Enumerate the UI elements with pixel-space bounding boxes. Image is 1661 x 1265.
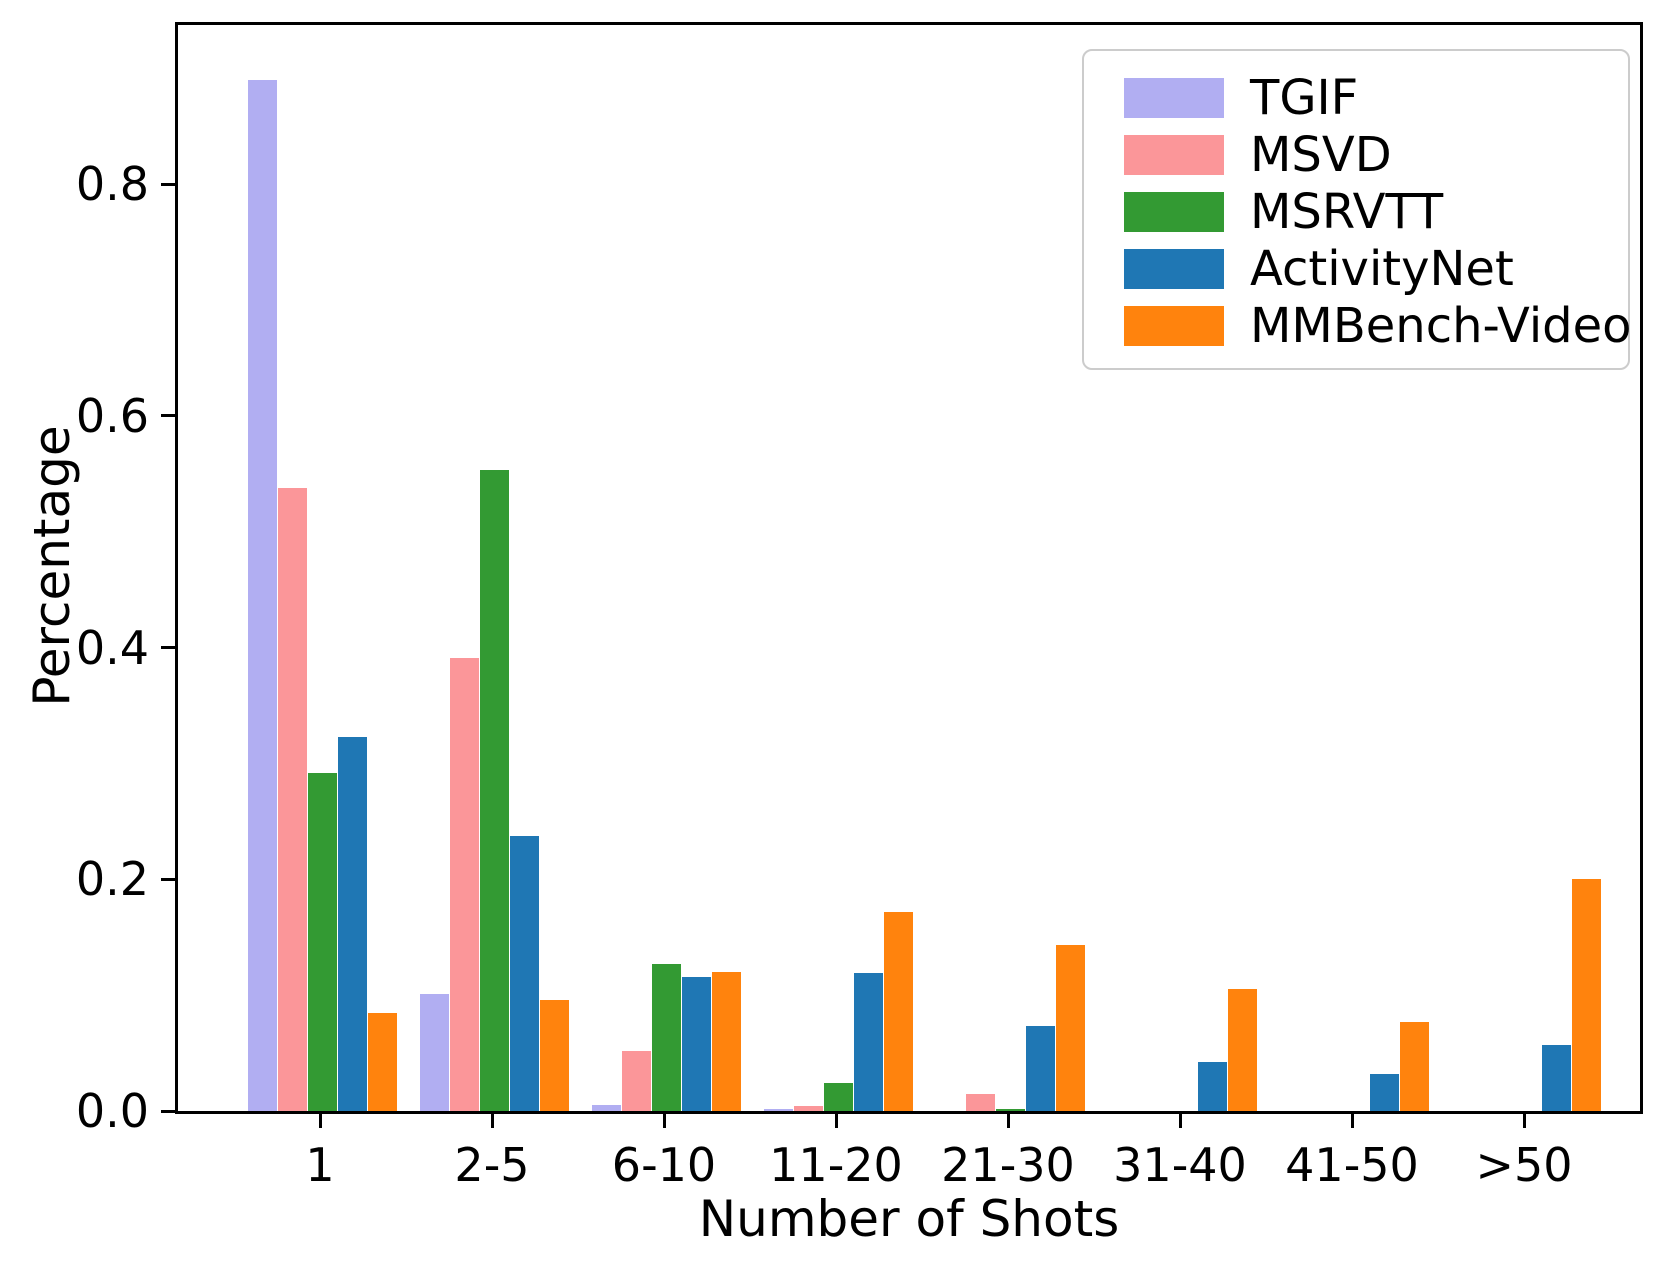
legend-label-mmbench-video: MMBench-Video xyxy=(1250,297,1632,354)
bar-activitynet-21-30 xyxy=(1026,1026,1055,1111)
bar-tgif-2-5 xyxy=(420,994,449,1111)
bar-mmbench-video-21-30 xyxy=(1056,945,1085,1111)
x-tick-mark-1 xyxy=(318,1114,322,1128)
legend-item-tgif: TGIF xyxy=(1124,69,1608,126)
bar-group-1 xyxy=(248,25,398,1111)
bar-tgif-11-20 xyxy=(764,1109,793,1111)
bar-msvd-21-30 xyxy=(966,1094,995,1111)
x-tick-label-11-20: 11-20 xyxy=(769,1138,903,1192)
bar-tgif-6-10 xyxy=(592,1105,621,1111)
y-tick-mark-0.6 xyxy=(161,414,175,418)
y-tick-label-0.4: 0.4 xyxy=(75,620,149,675)
bar-mmbench-video-41-50 xyxy=(1400,1022,1429,1111)
x-tick-mark-21-30 xyxy=(1006,1114,1010,1128)
bars-container xyxy=(178,25,1640,1111)
legend-label-msvd: MSVD xyxy=(1250,126,1392,183)
bar-group->50 xyxy=(1452,25,1602,1111)
legend-swatch-mmbench-video xyxy=(1124,305,1224,346)
x-tick-mark-41-50 xyxy=(1350,1114,1354,1128)
bar-group-6-10 xyxy=(592,25,742,1111)
bar-mmbench-video-1 xyxy=(368,1013,397,1111)
bar-msvd-1 xyxy=(278,488,307,1111)
bar-activitynet->50 xyxy=(1542,1045,1571,1111)
legend-label-activitynet: ActivityNet xyxy=(1250,240,1514,297)
x-tick-label->50: >50 xyxy=(1475,1138,1573,1192)
bar-msrvtt-6-10 xyxy=(652,964,681,1111)
y-tick-mark-0.8 xyxy=(161,182,175,186)
bar-msvd-6-10 xyxy=(622,1051,651,1111)
bar-activitynet-6-10 xyxy=(682,977,711,1111)
bar-activitynet-41-50 xyxy=(1370,1074,1399,1111)
y-tick-label-0.6: 0.6 xyxy=(75,388,149,443)
bar-msrvtt-21-30 xyxy=(996,1109,1025,1111)
bar-mmbench-video-11-20 xyxy=(884,912,913,1111)
x-tick-label-6-10: 6-10 xyxy=(611,1138,717,1192)
bar-group-31-40 xyxy=(1108,25,1258,1111)
bar-msrvtt-11-20 xyxy=(824,1083,853,1111)
bar-activitynet-11-20 xyxy=(854,973,883,1111)
y-tick-mark-0.2 xyxy=(161,877,175,881)
x-tick-mark-2-5 xyxy=(490,1114,494,1128)
bar-msrvtt-2-5 xyxy=(480,470,509,1111)
legend-item-mmbench-video: MMBench-Video xyxy=(1124,297,1632,354)
bar-group-2-5 xyxy=(420,25,570,1111)
x-tick-mark->50 xyxy=(1522,1114,1526,1128)
y-tick-label-0.2: 0.2 xyxy=(75,852,149,907)
y-tick-label-0.0: 0.0 xyxy=(75,1084,149,1138)
x-tick-label-21-30: 21-30 xyxy=(941,1138,1075,1192)
bar-mmbench-video-31-40 xyxy=(1228,989,1257,1111)
legend-item-msvd: MSVD xyxy=(1124,126,1608,183)
bar-tgif-1 xyxy=(248,80,277,1111)
x-tick-label-2-5: 2-5 xyxy=(454,1138,530,1192)
x-axis-label: Number of Shots xyxy=(698,1190,1120,1248)
y-tick-mark-0.0 xyxy=(161,1109,175,1113)
legend: TGIF MSVD MSRVTT ActivityNet MMBench-Video xyxy=(1082,49,1632,370)
y-axis-label: Percentage xyxy=(23,425,81,707)
bar-msvd-2-5 xyxy=(450,658,479,1111)
bar-group-41-50 xyxy=(1280,25,1430,1111)
x-tick-label-41-50: 41-50 xyxy=(1285,1138,1419,1192)
bar-activitynet-2-5 xyxy=(510,836,539,1111)
bar-msvd-11-20 xyxy=(794,1106,823,1111)
legend-swatch-msrvtt xyxy=(1124,191,1224,232)
y-tick-label-0.8: 0.8 xyxy=(75,157,149,212)
x-tick-label-31-40: 31-40 xyxy=(1113,1138,1247,1192)
bar-msrvtt-1 xyxy=(308,773,337,1111)
x-tick-label-1: 1 xyxy=(305,1138,335,1192)
legend-swatch-msvd xyxy=(1124,134,1224,175)
y-tick-mark-0.4 xyxy=(161,646,175,650)
bar-mmbench-video->50 xyxy=(1572,879,1601,1111)
x-tick-mark-31-40 xyxy=(1178,1114,1182,1128)
legend-label-msrvtt: MSRVTT xyxy=(1250,183,1444,240)
legend-item-msrvtt: MSRVTT xyxy=(1124,183,1608,240)
bar-activitynet-1 xyxy=(338,737,367,1111)
bar-mmbench-video-2-5 xyxy=(540,1000,569,1111)
x-tick-mark-6-10 xyxy=(662,1114,666,1128)
bar-activitynet-31-40 xyxy=(1198,1062,1227,1111)
legend-item-activitynet: ActivityNet xyxy=(1124,240,1608,297)
bar-group-11-20 xyxy=(764,25,914,1111)
bar-mmbench-video-6-10 xyxy=(712,972,741,1111)
legend-swatch-activitynet xyxy=(1124,248,1224,289)
plot-area: TGIF MSVD MSRVTT ActivityNet MMBench-Video xyxy=(175,22,1643,1114)
x-tick-mark-11-20 xyxy=(834,1114,838,1128)
legend-label-tgif: TGIF xyxy=(1250,69,1359,126)
legend-swatch-tgif xyxy=(1124,77,1224,118)
bar-group-21-30 xyxy=(936,25,1086,1111)
